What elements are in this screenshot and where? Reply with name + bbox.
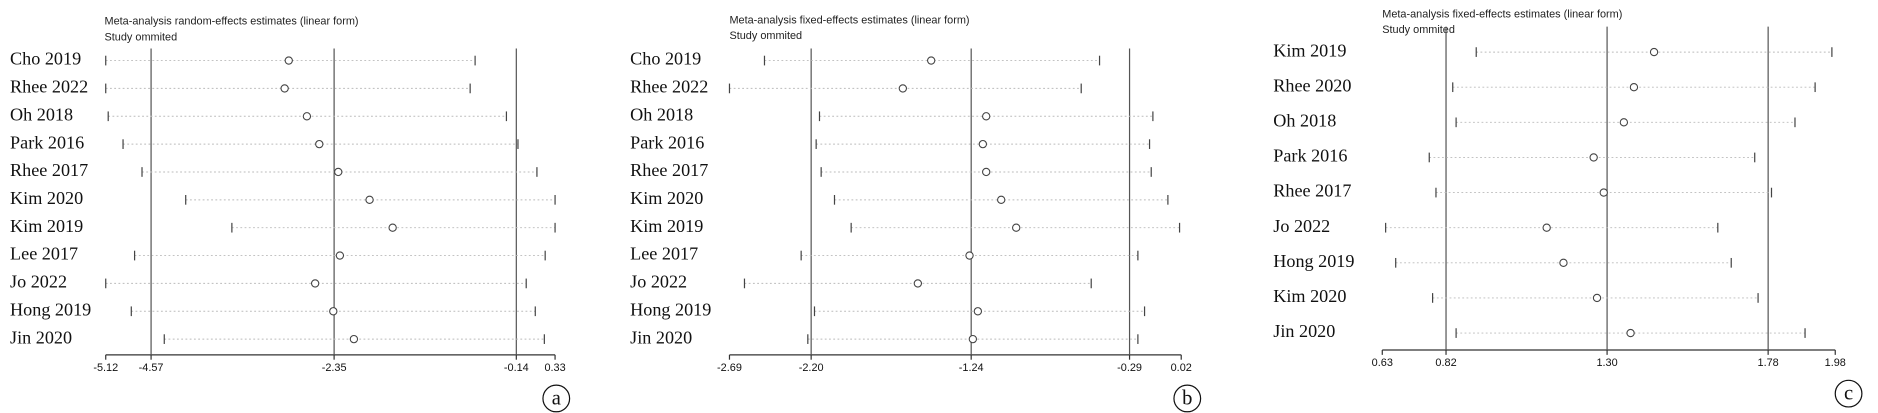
x-tick-label: -0.14	[504, 362, 529, 374]
estimate-point	[1599, 188, 1608, 197]
estimate-point	[1592, 293, 1602, 303]
x-tick-label: 0.82	[1435, 357, 1456, 369]
study-label: Rhee 2022	[630, 77, 708, 97]
chart-title: Meta-analysis random-effects estimates (…	[105, 16, 359, 28]
estimate-point	[1589, 153, 1598, 162]
estimate-point	[997, 195, 1006, 205]
panel-label-ring	[1173, 384, 1202, 413]
x-tick-label: -2.35	[322, 362, 347, 374]
x-tick-label: 0.02	[1171, 362, 1192, 374]
study-label: Rhee 2022	[10, 77, 88, 97]
study-label: Oh 2018	[630, 104, 693, 124]
x-tick-label: 0.33	[544, 362, 565, 374]
study-label: Jo 2022	[1273, 216, 1330, 236]
x-tick-label: 1.78	[1758, 357, 1779, 369]
study-label: Jin 2020	[630, 327, 692, 347]
panel-label-ring	[1834, 379, 1863, 408]
x-tick-label: -1.24	[959, 362, 984, 374]
study-label: Oh 2018	[10, 104, 73, 124]
estimate-point	[334, 167, 343, 177]
study-label: Rhee 2020	[1273, 75, 1351, 95]
x-tick-label: -5.12	[93, 362, 118, 374]
study-label: Park 2016	[1273, 146, 1347, 166]
study-label: Kim 2020	[630, 188, 703, 208]
estimate-point	[978, 139, 988, 149]
x-tick-label: 0.63	[1372, 357, 1393, 369]
estimate-point	[1629, 83, 1639, 92]
study-label: Rhee 2017	[1273, 181, 1351, 201]
study-label: Rhee 2017	[630, 160, 708, 180]
study-label: Rhee 2017	[10, 160, 88, 180]
estimate-point	[335, 251, 345, 260]
estimate-point	[365, 195, 374, 205]
estimate-point	[310, 279, 320, 288]
estimate-point	[1012, 223, 1021, 232]
estimate-point	[898, 84, 908, 93]
estimate-point	[349, 334, 359, 344]
study-label: Hong 2019	[10, 299, 91, 319]
estimate-point	[284, 56, 293, 65]
study-label: Oh 2018	[1273, 110, 1336, 130]
study-label: Park 2016	[10, 132, 84, 152]
chart-subtitle: Study ommited	[1382, 24, 1455, 36]
estimate-point	[302, 112, 312, 121]
study-label: Lee 2017	[10, 244, 78, 264]
estimate-point	[982, 112, 991, 121]
panel-label: b	[1182, 387, 1192, 409]
estimate-point	[927, 56, 936, 65]
x-tick-label: -4.57	[139, 362, 164, 374]
estimate-point	[1649, 47, 1659, 57]
estimate-point	[315, 139, 324, 149]
x-tick-label: -0.29	[1117, 362, 1142, 374]
x-tick-label: 1.30	[1596, 357, 1617, 369]
estimate-point	[965, 251, 974, 260]
chart-subtitle: Study ommited	[729, 30, 802, 42]
study-label: Jo 2022	[630, 272, 687, 292]
panel-label: c	[1844, 383, 1853, 405]
study-label: Jin 2020	[10, 327, 72, 347]
study-label: Hong 2019	[630, 299, 711, 319]
estimate-point	[973, 307, 983, 316]
x-tick-label: 1.98	[1825, 357, 1846, 369]
study-label: Cho 2019	[630, 49, 701, 69]
estimate-point	[913, 279, 923, 288]
study-label: Jin 2020	[1273, 321, 1335, 341]
estimate-point	[968, 334, 978, 344]
study-label: Hong 2019	[1273, 251, 1354, 271]
estimate-point	[329, 307, 338, 316]
estimate-point	[280, 84, 289, 93]
x-tick-label: -2.69	[717, 362, 742, 374]
study-label: Lee 2017	[630, 244, 698, 264]
estimate-point	[982, 167, 991, 177]
study-label: Kim 2020	[1273, 286, 1346, 306]
estimate-point	[1542, 223, 1551, 232]
estimate-point	[1619, 118, 1629, 127]
chart-title: Meta-analysis fixed-effects estimates (l…	[1382, 8, 1622, 20]
panel-label-ring	[542, 384, 571, 413]
chart-title: Meta-analysis fixed-effects estimates (l…	[729, 14, 969, 26]
estimate-point	[1626, 328, 1635, 338]
study-label: Kim 2019	[10, 216, 83, 236]
estimate-point	[388, 223, 397, 232]
study-label: Cho 2019	[10, 49, 81, 69]
chart-subtitle: Study ommited	[105, 31, 178, 43]
study-label: Kim 2019	[1273, 40, 1346, 60]
study-label: Park 2016	[630, 132, 704, 152]
x-tick-label: -2.20	[799, 362, 824, 374]
study-label: Kim 2019	[630, 216, 703, 236]
estimate-point	[1559, 258, 1568, 267]
study-label: Jo 2022	[10, 272, 67, 292]
study-label: Kim 2020	[10, 188, 83, 208]
panel-label: a	[552, 387, 561, 409]
